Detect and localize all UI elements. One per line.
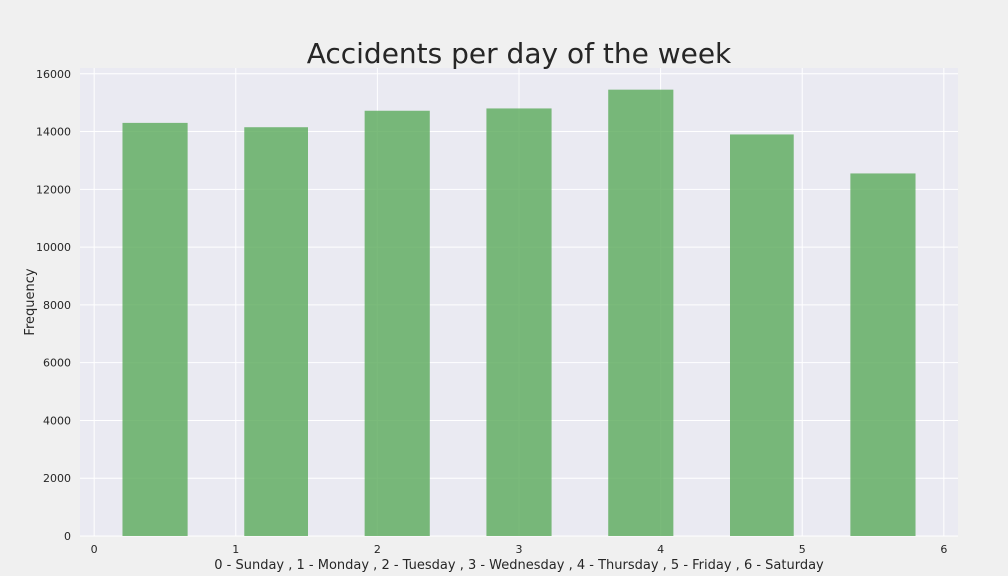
y-tick-label: 2000	[43, 472, 71, 485]
y-tick-label: 10000	[36, 241, 71, 254]
bar-3	[486, 108, 552, 536]
y-tick-label: 0	[64, 530, 71, 543]
bar-0	[122, 122, 188, 536]
y-ticks: 0 2000 4000 6000 8000 10000 12000 14000 16000	[36, 68, 71, 543]
x-tick-label: 4	[657, 543, 664, 556]
bar-4	[608, 89, 674, 537]
y-tick-label: 14000	[36, 126, 71, 139]
x-ticks: 0 1 2 3 4 5 6	[91, 543, 948, 556]
chart-title: Accidents per day of the week	[307, 37, 732, 70]
x-axis-label: 0 - Sunday , 1 - Monday , 2 - Tuesday , …	[214, 558, 824, 573]
bar-2	[364, 110, 430, 536]
y-tick-label: 6000	[43, 357, 71, 370]
y-tick-label: 12000	[36, 183, 71, 196]
x-tick-label: 3	[516, 543, 523, 556]
bar-1	[244, 127, 308, 536]
y-tick-label: 16000	[36, 68, 71, 81]
x-tick-label: 1	[232, 543, 239, 556]
bar-5	[730, 134, 794, 536]
y-tick-label: 4000	[43, 414, 71, 427]
x-tick-label: 0	[91, 543, 98, 556]
bar-6	[850, 173, 916, 536]
y-tick-label: 8000	[43, 299, 71, 312]
y-axis-label: Frequency	[23, 268, 38, 335]
x-tick-label: 6	[940, 543, 947, 556]
bars	[122, 89, 916, 537]
x-tick-label: 2	[374, 543, 381, 556]
x-tick-label: 5	[799, 543, 806, 556]
